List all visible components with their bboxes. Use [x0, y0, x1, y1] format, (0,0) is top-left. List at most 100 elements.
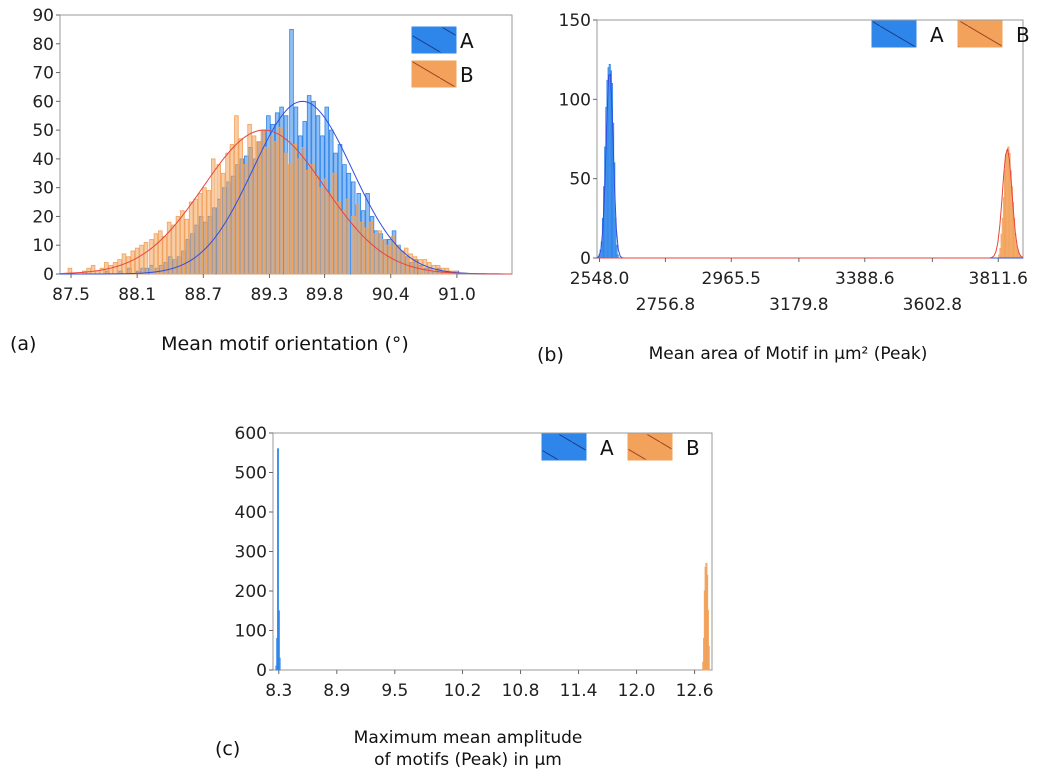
plot-frame: [272, 432, 713, 671]
y-tick-label: 0: [43, 265, 54, 285]
bar-b: [403, 247, 409, 275]
bar-b: [381, 239, 387, 275]
y-tick-label: 150: [559, 11, 591, 31]
bar-b: [166, 221, 172, 275]
y-tick-label: 200: [235, 582, 267, 602]
bar-b: [332, 172, 337, 275]
bar-b: [310, 164, 315, 275]
y-tick-label: 0: [256, 661, 267, 681]
bar-b: [265, 146, 270, 275]
bar-b: [153, 233, 159, 275]
legend-swatch-a: [871, 20, 917, 48]
bar-b: [86, 267, 91, 275]
y-tick-label: 100: [559, 90, 591, 110]
legend-label-a: A: [460, 29, 474, 53]
x-tick-label: 2548.0: [570, 269, 629, 289]
fit-curve-b: [597, 148, 1024, 259]
y-tick-label: 40: [32, 150, 54, 170]
bar-b: [216, 164, 222, 275]
bar-b: [278, 126, 283, 275]
legend-label-b: B: [1016, 23, 1030, 47]
bar-b: [395, 244, 400, 275]
x-tick-label: 88.7: [184, 285, 222, 305]
x-tick-label: 8.3: [265, 681, 292, 701]
bar-b: [273, 141, 279, 275]
x-tick-label: 11.4: [560, 681, 598, 701]
bar-b: [386, 244, 391, 275]
fit-curve-a: [60, 100, 513, 275]
y-tick-label: 20: [32, 207, 54, 227]
x-tick-label: 89.3: [251, 285, 289, 305]
x-tick-label: 8.9: [323, 681, 350, 701]
legend-swatch-a: [411, 26, 457, 54]
bar-b: [149, 239, 154, 275]
bar-b: [225, 152, 230, 275]
x-axis-label-a: Mean motif orientation (°): [161, 333, 409, 355]
bar-b: [350, 216, 356, 275]
x-tick-label: 10.2: [444, 681, 482, 701]
x-tick-label: 91.0: [438, 285, 476, 305]
legend-swatch-b: [627, 433, 673, 461]
legend-swatch-b: [957, 20, 1003, 48]
bar-b: [341, 210, 346, 275]
fit-curve-b: [59, 129, 513, 275]
bar-b: [251, 135, 257, 275]
bar-b: [323, 178, 328, 275]
x-axis-label-c-line-2: of motifs (Peak) in µm: [374, 750, 562, 770]
bar-b: [90, 264, 96, 275]
bar-b: [408, 253, 413, 275]
panel-label-b: (b): [537, 344, 564, 366]
bar-b: [296, 158, 302, 275]
bar-b: [247, 123, 252, 275]
y-tick-label: 0: [580, 249, 591, 269]
bar-b: [242, 164, 248, 275]
bar-b: [99, 267, 105, 275]
legend-label-a: A: [930, 23, 944, 47]
bar-b: [238, 138, 244, 275]
y-tick-label: 300: [235, 543, 267, 563]
bar-b: [292, 144, 298, 275]
x-tick-label: 3811.6: [969, 269, 1028, 289]
bar-b: [336, 201, 342, 275]
bar-b: [158, 230, 163, 275]
x-tick-label: 89.8: [306, 285, 344, 305]
bar-b: [112, 262, 118, 275]
bar-b: [139, 244, 144, 275]
legend-swatch-a: [541, 433, 587, 461]
bar-b: [175, 216, 181, 275]
y-tick-label: 100: [235, 622, 267, 642]
legend-label-a: A: [600, 436, 614, 460]
x-tick-label: 87.5: [52, 285, 90, 305]
bar-b: [364, 227, 369, 275]
legend-label-b: B: [686, 436, 700, 460]
x-tick-label: 2756.8: [636, 295, 695, 315]
y-tick-label: 500: [235, 464, 267, 484]
chart-panel-c: 0 100 200 300 400 500 600 8.3 8.9 9.5 10.2 10.8 11.4…: [235, 424, 714, 701]
bar-b: [373, 233, 378, 275]
bar-b: [359, 221, 365, 275]
bar-b: [390, 236, 396, 275]
bar-b: [355, 204, 360, 275]
bar-b: [269, 135, 274, 275]
y-tick-label: 60: [32, 92, 54, 112]
bar-b: [412, 256, 418, 275]
panel-label-a: (a): [10, 333, 37, 355]
bar-b: [117, 259, 122, 275]
bar-b: [319, 187, 324, 275]
x-tick-label: 88.1: [118, 285, 156, 305]
y-tick-label: 30: [32, 179, 54, 199]
bar-b: [188, 201, 194, 275]
bar-b: [314, 175, 320, 275]
bar-b: [184, 218, 190, 275]
bar-b: [104, 262, 109, 275]
bar-b: [256, 141, 261, 275]
x-axis-label-c: Maximum mean amplitude of motifs (Peak) …: [308, 727, 628, 771]
bar-b: [368, 221, 374, 275]
bar-b: [180, 210, 185, 275]
bar-b: [327, 193, 333, 275]
bar-b: [171, 224, 176, 275]
bar-b: [108, 264, 113, 275]
plot-frame: [596, 19, 1024, 259]
x-tick-label: 9.5: [381, 681, 408, 701]
